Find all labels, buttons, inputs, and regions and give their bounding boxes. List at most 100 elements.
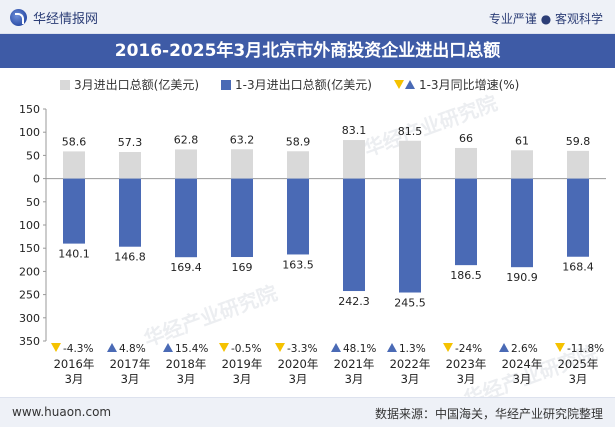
growth-label: 15.4% — [175, 343, 208, 355]
growth-up-triangle-icon — [387, 343, 397, 352]
x-tick-label: 2018年 3月 — [166, 357, 207, 386]
bar-chart: 150 100 50 0 50 100 150 200 250 300 350 58.6 140.1 -4… — [19, 103, 606, 386]
bar-march[interactable] — [567, 150, 589, 179]
data-label-march: 57.3 — [118, 136, 143, 149]
growth-label: -4.3% — [63, 343, 93, 355]
y-tick-label: 150 — [19, 103, 40, 116]
growth-down-triangle-icon — [443, 343, 453, 352]
data-label-cumulative: 190.9 — [506, 271, 538, 284]
growth-label: 1.3% — [399, 343, 426, 355]
bar-cumulative[interactable] — [287, 178, 309, 255]
bar-march[interactable] — [511, 150, 533, 179]
legend-label-growth: 1-3月同比增速(%) — [418, 78, 520, 92]
data-label-cumulative: 169 — [232, 261, 253, 274]
data-label-march: 61 — [515, 134, 529, 147]
bar-march[interactable] — [399, 140, 421, 179]
data-label-march: 58.9 — [286, 135, 311, 148]
x-tick-label: 2016年 3月 — [54, 357, 95, 386]
bar-march[interactable] — [119, 152, 141, 179]
brand-logo-icon — [10, 9, 27, 26]
growth-up-triangle-icon — [163, 343, 173, 352]
growth-down-triangle-icon — [555, 343, 565, 352]
legend-item-growth: 1-3月同比增速(%) — [393, 76, 520, 93]
growth-up-triangle-icon — [499, 343, 509, 352]
growth-label: -24% — [455, 343, 482, 355]
footer-source: 数据来源：中国海关，华经产业研究院整理 — [374, 407, 603, 421]
bar-march[interactable] — [231, 149, 253, 179]
growth-down-triangle-icon — [219, 343, 229, 352]
bar-march[interactable] — [63, 151, 85, 179]
growth-down-triangle-icon — [275, 343, 285, 352]
bar-march[interactable] — [175, 149, 197, 179]
growth-label: -11.8% — [567, 343, 604, 355]
bar-cumulative[interactable] — [511, 178, 533, 268]
brand-name: 华经情报网 — [33, 12, 99, 27]
y-tick-label: 100 — [19, 126, 40, 139]
y-tick-label: 250 — [19, 289, 40, 302]
x-tick-label: 2023年 3月 — [446, 357, 487, 386]
legend-item-cumulative: 1-3月进出口总额(亿美元) — [221, 76, 372, 93]
x-tick-label: 2022年 3月 — [390, 357, 431, 386]
chart-title: 2016-2025年3月北京市外商投资企业进出口总额 — [0, 34, 615, 68]
growth-down-triangle-icon — [51, 343, 61, 352]
bar-cumulative[interactable] — [567, 178, 589, 257]
data-label-cumulative: 245.5 — [394, 297, 426, 310]
x-tick-label: 2020年 3月 — [278, 357, 319, 386]
data-label-cumulative: 146.8 — [114, 251, 146, 264]
data-label-march: 83.1 — [342, 124, 367, 137]
growth-up-triangle-icon — [331, 343, 341, 352]
bar-cumulative[interactable] — [175, 178, 197, 258]
x-tick-label: 2025年 3月 — [558, 357, 599, 386]
growth-label: 2.6% — [511, 343, 538, 355]
bar-march[interactable] — [343, 140, 365, 179]
y-tick-label: 50 — [26, 196, 40, 209]
data-label-march: 66 — [459, 132, 473, 145]
bar-march[interactable] — [287, 151, 309, 179]
data-label-cumulative: 242.3 — [338, 295, 370, 308]
legend-item-march: 3月进出口总额(亿美元) — [60, 76, 199, 93]
growth-label: 4.8% — [119, 343, 146, 355]
growth-label: 48.1% — [343, 343, 376, 355]
bar-march[interactable] — [455, 147, 477, 179]
bar-cumulative[interactable] — [119, 178, 141, 247]
x-tick-label: 2019年 3月 — [222, 357, 263, 386]
data-label-march: 62.8 — [174, 133, 199, 146]
tagline: 专业严谨 ● 客观科学 — [488, 12, 603, 26]
data-label-march: 59.8 — [566, 135, 591, 148]
data-label-cumulative: 163.5 — [282, 258, 314, 271]
y-tick-label: 150 — [19, 242, 40, 255]
bar-cumulative[interactable] — [343, 178, 365, 292]
legend-swatch-march — [60, 79, 70, 90]
data-label-march: 58.6 — [62, 135, 87, 148]
footer-url[interactable]: www.huaon.com — [12, 405, 112, 419]
x-tick-label: 2024年 3月 — [502, 357, 543, 386]
legend-label-march: 3月进出口总额(亿美元) — [74, 78, 199, 92]
x-tick-label: 2021年 3月 — [334, 357, 375, 386]
y-tick-label: 300 — [19, 312, 40, 325]
growth-label: -0.5% — [231, 343, 261, 355]
y-tick-label: 200 — [19, 265, 40, 278]
bar-cumulative[interactable] — [399, 178, 421, 293]
data-label-march: 63.2 — [230, 133, 255, 146]
y-tick-label: 350 — [19, 335, 40, 348]
bar-cumulative[interactable] — [231, 178, 253, 258]
chart-legend: 3月进出口总额(亿美元) 1-3月进出口总额(亿美元) 1-3月同比增速(%) — [60, 76, 541, 93]
legend-label-cumulative: 1-3月进出口总额(亿美元) — [235, 78, 372, 92]
down-triangle-icon — [393, 80, 404, 89]
data-label-cumulative: 186.5 — [450, 269, 482, 282]
y-tick-label: 50 — [26, 149, 40, 162]
data-label-march: 81.5 — [398, 125, 423, 138]
data-label-cumulative: 168.4 — [562, 261, 594, 274]
footer-bar: www.huaon.com 数据来源：中国海关，华经产业研究院整理 — [0, 397, 615, 427]
up-triangle-icon — [404, 80, 415, 89]
bar-cumulative[interactable] — [63, 178, 85, 244]
brand[interactable]: 华经情报网 — [10, 8, 98, 27]
growth-up-triangle-icon — [107, 343, 117, 352]
data-label-cumulative: 140.1 — [58, 248, 90, 261]
legend-swatch-cumulative — [221, 79, 231, 90]
x-tick-label: 2017年 3月 — [110, 357, 151, 386]
header-bar: 华经情报网 专业严谨 ● 客观科学 — [0, 0, 615, 34]
bar-cumulative[interactable] — [455, 178, 477, 266]
y-tick-label: 0 — [33, 173, 40, 186]
data-label-cumulative: 169.4 — [170, 261, 202, 274]
